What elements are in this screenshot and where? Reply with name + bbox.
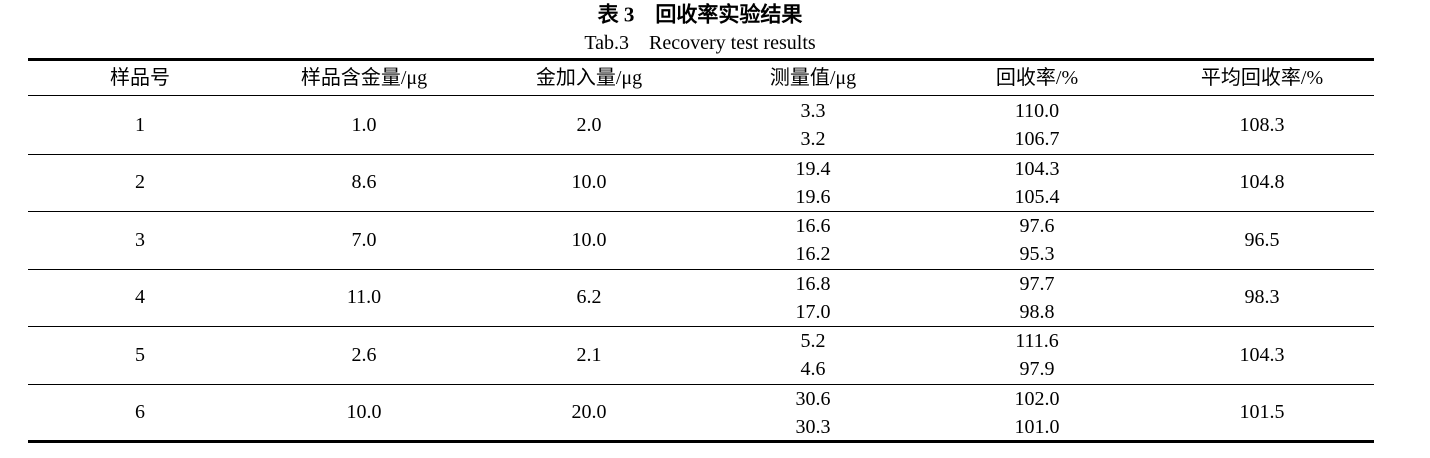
recovery-cell: 106.7 [1014,128,1060,150]
sample-cell: 5 [135,343,145,366]
column-header: 平均回收率/% [1200,67,1324,89]
sample-cell: 6 [135,401,145,424]
average-cell: 104.8 [1239,171,1285,194]
content-cell: 10.0 [346,401,382,424]
row-rule [28,153,1374,155]
recovery-cell: 95.3 [1019,243,1055,265]
recovery-cell: 104.3 [1014,157,1060,180]
average-cell: 108.3 [1239,113,1285,136]
content-cell: 2.6 [351,343,377,366]
recovery-cell: 110.0 [1014,100,1060,122]
added-cell: 2.0 [576,113,602,136]
measured-cell: 19.4 [795,157,831,180]
added-cell: 2.1 [576,343,602,366]
measured-cell: 5.2 [800,330,826,352]
bottom-rule [28,440,1374,443]
measured-cell: 30.6 [795,387,831,410]
added-cell: 10.0 [571,228,607,251]
recovery-cell: 97.6 [1019,215,1055,237]
top-rule [28,58,1374,61]
average-cell: 104.3 [1239,343,1285,366]
content-cell: 1.0 [351,113,377,136]
average-cell: 101.5 [1239,401,1285,424]
measured-cell: 16.2 [795,243,831,265]
measured-cell: 4.6 [800,358,826,380]
measured-cell: 17.0 [795,300,831,323]
recovery-cell: 97.7 [1019,272,1055,295]
row-rule [28,268,1374,270]
row-rule [28,211,1374,212]
measured-cell: 16.6 [795,215,831,237]
column-header: 样品号 [110,67,170,89]
table-title: 表 3 回收率实验结果 [597,2,803,27]
average-cell: 98.3 [1244,286,1280,309]
table-subtitle: Tab.3 Recovery test results [584,32,816,54]
measured-cell: 16.8 [795,272,831,295]
added-cell: 6.2 [576,286,602,309]
added-cell: 10.0 [571,171,607,194]
recovery-cell: 102.0 [1014,387,1060,410]
measured-cell: 3.2 [800,128,826,150]
content-cell: 7.0 [351,228,377,251]
row-rule [28,383,1374,385]
sample-cell: 2 [135,171,145,194]
recovery-cell: 105.4 [1014,185,1060,208]
content-cell: 8.6 [351,171,377,194]
column-header: 测量值/μg [769,67,857,89]
recovery-cell: 97.9 [1019,358,1055,380]
column-header: 金加入量/μg [535,67,643,89]
column-header: 样品含金量/μg [300,67,428,89]
sample-cell: 4 [135,286,145,309]
recovery-cell: 98.8 [1019,300,1055,323]
recovery-cell: 111.6 [1015,330,1059,352]
measured-cell: 30.3 [795,415,831,438]
measured-cell: 3.3 [800,100,826,122]
column-header: 回收率/% [995,67,1079,89]
recovery-cell: 101.0 [1014,415,1060,438]
row-rule [28,326,1374,327]
content-cell: 11.0 [346,286,382,309]
sample-cell: 3 [135,228,145,251]
measured-cell: 19.6 [795,185,831,208]
added-cell: 20.0 [571,401,607,424]
average-cell: 96.5 [1244,228,1280,251]
header-rule [28,95,1374,96]
sample-cell: 1 [135,113,145,136]
